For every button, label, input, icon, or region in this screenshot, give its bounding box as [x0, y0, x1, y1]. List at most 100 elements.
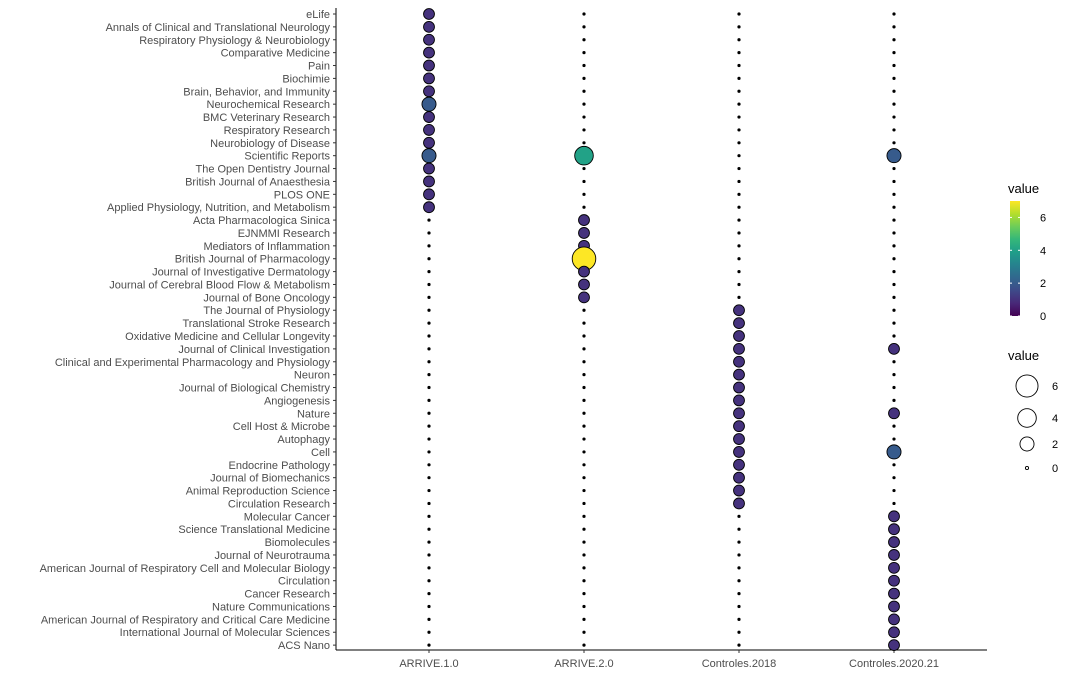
data-point: [888, 536, 900, 548]
y-tick-label: Journal of Clinical Investigation: [178, 344, 330, 356]
data-point: [737, 630, 741, 634]
data-point: [427, 437, 431, 441]
y-tick-label: Mediators of Inflammation: [203, 241, 330, 253]
y-tick-label: Neuron: [294, 370, 330, 382]
data-point: [582, 128, 586, 132]
data-point: [582, 630, 586, 634]
data-point: [582, 579, 586, 583]
data-point: [737, 514, 741, 518]
y-tick-label: Cancer Research: [244, 589, 330, 601]
data-point: [892, 231, 896, 235]
data-point: [888, 574, 900, 587]
data-point: [427, 540, 431, 544]
data-point: [582, 398, 586, 402]
y-tick-label: Journal of Biomechanics: [210, 473, 330, 485]
y-tick-label: Journal of Investigative Dermatology: [152, 267, 330, 279]
data-point: [582, 488, 586, 493]
x-tick-label: ARRIVE.2.0: [554, 658, 613, 670]
data-point: [737, 579, 741, 583]
data-point: [427, 347, 431, 351]
data-points: [421, 8, 902, 652]
data-point: [421, 148, 437, 164]
data-point: [888, 561, 900, 574]
data-point: [888, 523, 900, 536]
y-tick-label: Cell: [311, 447, 330, 459]
data-point: [737, 566, 741, 570]
data-point: [733, 433, 745, 445]
y-tick-label: Angiogenesis: [264, 395, 331, 407]
data-point: [582, 604, 586, 609]
data-point: [582, 321, 586, 325]
data-point: [578, 214, 590, 226]
y-tick-label: American Journal of Respiratory and Crit…: [41, 614, 330, 626]
data-point: [582, 411, 586, 415]
data-point: [892, 424, 896, 428]
data-point: [892, 282, 896, 287]
data-point: [892, 192, 896, 196]
color-bar-tick-label: 4: [1040, 245, 1046, 257]
y-tick-label: Pain: [308, 61, 330, 73]
data-point: [733, 381, 745, 394]
y-tick-label: Respiratory Physiology & Neurobiology: [139, 35, 330, 47]
y-tick-label: British Journal of Pharmacology: [175, 254, 331, 266]
data-point: [582, 115, 586, 119]
data-point: [892, 308, 896, 312]
legends: value 0 2 4 6 value 6 4 2 0: [1008, 181, 1058, 475]
data-point: [427, 553, 431, 557]
data-point: [733, 446, 745, 458]
data-point: [427, 282, 431, 287]
data-point: [582, 12, 586, 16]
data-point: [427, 257, 431, 261]
data-point: [888, 510, 900, 523]
data-point: [582, 205, 586, 209]
data-point: [892, 25, 896, 29]
data-point: [733, 342, 745, 355]
y-tick-label: International Journal of Molecular Scien…: [120, 627, 331, 639]
data-point: [427, 295, 431, 299]
data-point: [737, 128, 741, 132]
data-point: [427, 334, 431, 338]
y-tick-label: Biomolecules: [265, 537, 331, 549]
data-point: [574, 145, 594, 166]
y-tick-label: Acta Pharmacologica Sinica: [193, 215, 331, 227]
data-point: [423, 201, 435, 214]
y-tick-label: Journal of Biological Chemistry: [179, 383, 331, 395]
y-tick-label: Nature: [297, 408, 330, 420]
size-legend-key: [1019, 436, 1035, 452]
data-point: [427, 617, 431, 621]
data-point: [737, 38, 741, 42]
size-legend-label: 0: [1052, 463, 1058, 475]
data-point: [427, 385, 431, 390]
data-point: [892, 334, 896, 338]
data-point: [427, 231, 431, 235]
data-point: [423, 175, 435, 188]
size-legend-key: [1015, 374, 1039, 398]
data-point: [737, 192, 741, 196]
data-point: [737, 231, 741, 235]
data-point: [888, 342, 900, 355]
data-point: [582, 38, 586, 42]
data-point: [582, 347, 586, 351]
data-point: [737, 244, 741, 248]
data-point: [888, 549, 900, 561]
y-tick-label: Endocrine Pathology: [228, 460, 330, 472]
data-point: [582, 553, 586, 557]
data-point: [733, 484, 745, 497]
data-point: [423, 33, 435, 46]
data-point: [423, 111, 435, 123]
data-point: [737, 154, 741, 158]
y-tick-label: The Journal of Physiology: [203, 305, 330, 317]
data-point: [582, 643, 586, 647]
y-tick-label: British Journal of Anaesthesia: [185, 176, 331, 188]
data-point: [582, 617, 586, 621]
data-point: [582, 308, 586, 312]
y-tick-label: Journal of Neurotrauma: [214, 550, 330, 562]
data-point: [737, 270, 741, 274]
data-point: [423, 124, 435, 136]
data-point: [582, 51, 586, 55]
data-point: [737, 282, 741, 287]
data-point: [427, 308, 431, 312]
